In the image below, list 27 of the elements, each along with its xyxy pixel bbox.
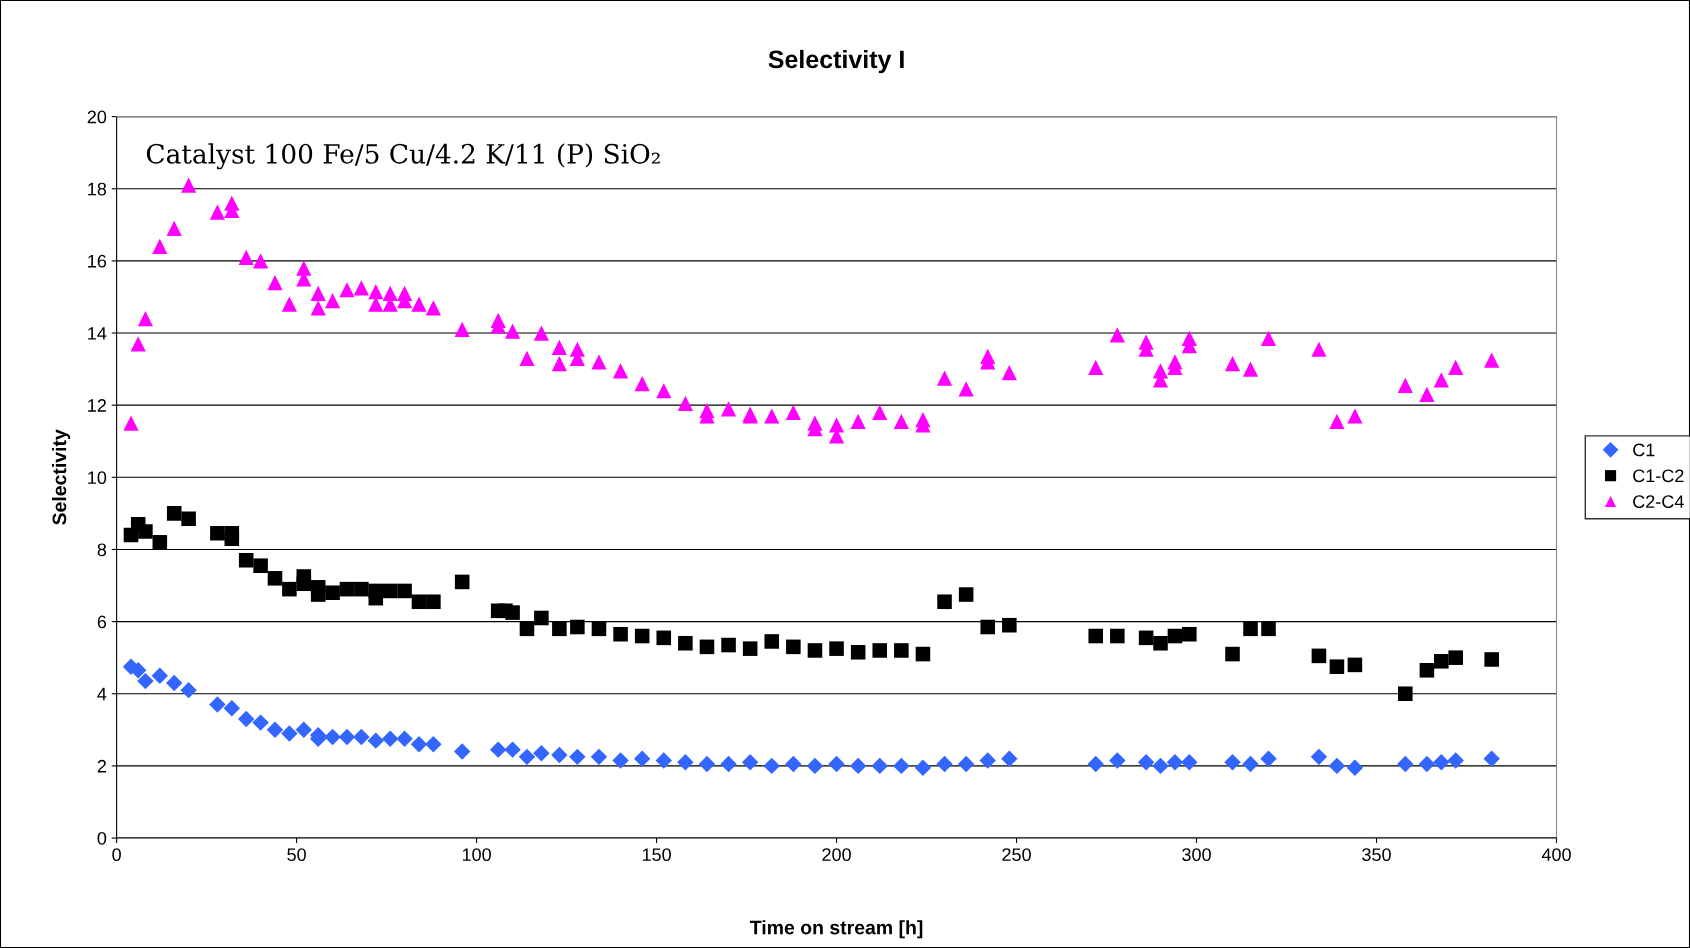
x-tick-label: 300	[1182, 848, 1211, 862]
y-tick-label: 4	[97, 687, 107, 701]
y-tick-label: 16	[88, 254, 107, 268]
y-tick-label: 20	[87, 110, 107, 124]
x-tick-label: 50	[287, 848, 306, 862]
y-tick-label: 12	[88, 399, 106, 412]
x-tick-label: 400	[1541, 848, 1571, 862]
y-tick-label: 18	[88, 182, 107, 196]
y-tick-label: 10	[88, 471, 107, 485]
legend-label: C2-C4	[1633, 495, 1684, 509]
y-tick-label: 6	[97, 615, 107, 629]
y-axis-title: Selectivity	[52, 429, 71, 525]
x-tick-label: 100	[462, 848, 491, 862]
x-tick-label: 150	[642, 848, 671, 862]
annotation: Catalyst 100 Fe/5 Cu/4.2 K/11 (P) SiO₂	[146, 143, 660, 170]
x-axis-title: Time on stream [h]	[749, 920, 923, 939]
x-tick-label: 200	[822, 848, 851, 862]
x-tick-label: 250	[1002, 848, 1031, 862]
x-tick-label: 0	[112, 848, 121, 862]
y-tick-label: 0	[97, 831, 107, 845]
y-tick-label: 14	[88, 327, 107, 340]
legend-label: C1	[1633, 443, 1655, 457]
chart-title: Selectivity I	[768, 49, 904, 74]
x-tick-label: 350	[1362, 848, 1391, 862]
legend-label: C1-C2	[1633, 469, 1684, 483]
y-tick-label: 8	[97, 543, 107, 557]
y-tick-label: 2	[97, 759, 106, 773]
